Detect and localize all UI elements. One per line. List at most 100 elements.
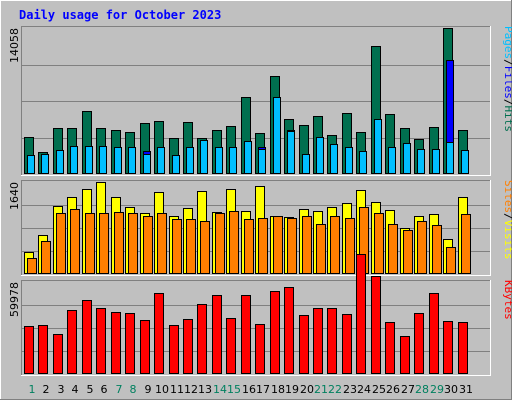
side-label-1-part-0: Sites xyxy=(502,180,512,213)
bar-kbytes-day-1 xyxy=(24,326,34,374)
bar-kbytes-day-2 xyxy=(38,325,48,374)
bar-sites-day-19 xyxy=(287,218,297,274)
bar-sites-day-28 xyxy=(417,221,427,274)
bar-sites-day-14 xyxy=(215,213,225,274)
bar-sites-day-1 xyxy=(27,258,37,274)
x-tick-day-10: 10 xyxy=(155,383,169,396)
bar-sites-day-23 xyxy=(345,218,355,274)
x-tick-day-17: 17 xyxy=(256,383,270,396)
x-tick-day-13: 13 xyxy=(198,383,212,396)
x-tick-day-2: 2 xyxy=(43,383,50,396)
x-tick-day-20: 20 xyxy=(300,383,314,396)
bar-pages-day-13 xyxy=(200,140,208,174)
bar-sites-day-11 xyxy=(172,219,182,274)
bar-sites-day-4 xyxy=(70,209,80,274)
bar-sites-day-18 xyxy=(273,216,283,274)
bar-pages-day-15 xyxy=(229,147,237,174)
side-label-2: KBytes xyxy=(502,280,512,320)
panel-visits-ymax-label: 1640 xyxy=(8,182,21,210)
x-tick-day-25: 25 xyxy=(372,383,386,396)
x-tick-day-24: 24 xyxy=(357,383,371,396)
bar-kbytes-day-22 xyxy=(327,308,337,374)
bar-kbytes-day-26 xyxy=(385,322,395,374)
bar-kbytes-day-14 xyxy=(212,295,222,374)
bar-sites-day-5 xyxy=(85,213,95,274)
bar-kbytes-day-15 xyxy=(226,318,236,374)
side-label-0-part-4: Hits xyxy=(502,106,512,133)
bar-pages-day-2 xyxy=(41,154,49,174)
bar-pages-day-4 xyxy=(70,146,78,174)
x-tick-day-21: 21 xyxy=(314,383,328,396)
bar-kbytes-day-11 xyxy=(169,325,179,374)
x-tick-day-30: 30 xyxy=(444,383,458,396)
bar-pages-day-21 xyxy=(316,137,324,174)
bar-sites-day-22 xyxy=(330,216,340,274)
bar-pages-day-10 xyxy=(157,147,165,174)
bar-pages-day-22 xyxy=(330,144,338,174)
bar-kbytes-day-20 xyxy=(299,315,309,374)
bar-sites-day-10 xyxy=(157,213,167,274)
x-tick-day-26: 26 xyxy=(386,383,400,396)
bar-sites-day-13 xyxy=(200,221,210,274)
bar-sites-day-30 xyxy=(446,247,456,274)
bar-sites-day-8 xyxy=(128,213,138,274)
bar-pages-day-16 xyxy=(244,141,252,174)
bar-sites-day-2 xyxy=(41,241,51,274)
bar-pages-day-1 xyxy=(27,155,35,174)
bar-sites-day-29 xyxy=(432,225,442,274)
x-tick-day-29: 29 xyxy=(430,383,444,396)
x-tick-day-27: 27 xyxy=(401,383,415,396)
bar-pages-day-27 xyxy=(403,143,411,174)
bar-kbytes-day-30 xyxy=(443,321,453,374)
x-tick-day-15: 15 xyxy=(227,383,241,396)
side-label-1-part-1: / xyxy=(502,213,512,220)
bar-pages-day-8 xyxy=(128,147,136,174)
x-tick-day-8: 8 xyxy=(130,383,137,396)
bar-pages-day-14 xyxy=(215,147,223,174)
bar-kbytes-day-5 xyxy=(82,300,92,374)
panel-kbytes-ymax-label: 59978 xyxy=(8,282,21,317)
side-label-0: Pages/Files/Hits xyxy=(502,26,512,132)
bar-sites-day-6 xyxy=(99,213,109,274)
x-tick-day-4: 4 xyxy=(72,383,79,396)
bar-sites-day-21 xyxy=(316,224,326,274)
bar-kbytes-day-16 xyxy=(241,295,251,374)
x-tick-day-19: 19 xyxy=(285,383,299,396)
bar-kbytes-day-27 xyxy=(400,336,410,374)
x-tick-day-1: 1 xyxy=(29,383,36,396)
side-label-0-part-0: Pages xyxy=(502,26,512,59)
bar-kbytes-day-6 xyxy=(96,308,106,374)
bar-kbytes-day-17 xyxy=(255,324,265,374)
bar-pages-day-18 xyxy=(273,97,281,174)
chart-title: Daily usage for October 2023 xyxy=(19,8,221,22)
bar-sites-day-9 xyxy=(143,216,153,274)
bar-kbytes-day-13 xyxy=(197,304,207,374)
bar-kbytes-day-24 xyxy=(356,254,366,374)
bar-pages-day-19 xyxy=(287,131,295,174)
bar-pages-day-9 xyxy=(143,154,151,174)
bar-pages-day-29 xyxy=(432,149,440,174)
bar-pages-day-31 xyxy=(461,150,469,174)
bar-kbytes-day-12 xyxy=(183,319,193,374)
bar-sites-day-16 xyxy=(244,219,254,274)
side-label-0-part-3: / xyxy=(502,99,512,106)
bar-kbytes-day-4 xyxy=(67,310,77,374)
x-tick-day-3: 3 xyxy=(58,383,65,396)
x-tick-day-16: 16 xyxy=(242,383,256,396)
x-tick-day-31: 31 xyxy=(459,383,473,396)
side-label-1-part-2: Visits xyxy=(502,220,512,260)
bar-pages-day-6 xyxy=(99,146,107,174)
side-label-0-part-2: Files xyxy=(502,66,512,99)
side-label-0-part-1: / xyxy=(502,59,512,66)
x-tick-day-23: 23 xyxy=(343,383,357,396)
bar-sites-day-20 xyxy=(302,216,312,274)
side-label-1: Sites/Visits xyxy=(502,180,512,260)
bar-sites-day-3 xyxy=(56,213,66,274)
bar-pages-day-11 xyxy=(172,155,180,174)
bar-pages-day-26 xyxy=(388,147,396,174)
side-label-2-part-0: KBytes xyxy=(502,280,512,320)
x-tick-day-5: 5 xyxy=(87,383,94,396)
bar-pages-day-5 xyxy=(85,146,93,174)
bar-kbytes-day-9 xyxy=(140,320,150,374)
